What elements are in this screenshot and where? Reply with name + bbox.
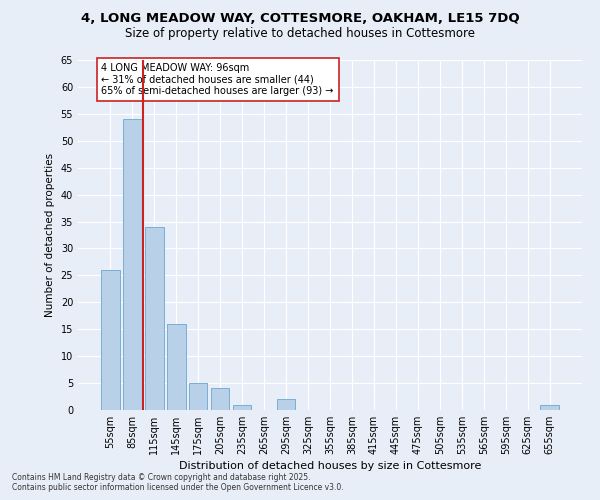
X-axis label: Distribution of detached houses by size in Cottesmore: Distribution of detached houses by size … (179, 461, 481, 471)
Bar (233, 404, 251, 410)
Text: Size of property relative to detached houses in Cottesmore: Size of property relative to detached ho… (125, 28, 475, 40)
Bar (189, 383, 208, 410)
Bar (167, 324, 185, 410)
Bar (123, 119, 142, 410)
Text: 4 LONG MEADOW WAY: 96sqm
← 31% of detached houses are smaller (44)
65% of semi-d: 4 LONG MEADOW WAY: 96sqm ← 31% of detach… (101, 62, 334, 96)
Text: Contains HM Land Registry data © Crown copyright and database right 2025.
Contai: Contains HM Land Registry data © Crown c… (12, 473, 344, 492)
Bar (145, 227, 164, 410)
Y-axis label: Number of detached properties: Number of detached properties (45, 153, 55, 317)
Text: 4, LONG MEADOW WAY, COTTESMORE, OAKHAM, LE15 7DQ: 4, LONG MEADOW WAY, COTTESMORE, OAKHAM, … (80, 12, 520, 26)
Bar (101, 270, 119, 410)
Bar (277, 399, 295, 410)
Bar (211, 388, 229, 410)
Bar (541, 404, 559, 410)
